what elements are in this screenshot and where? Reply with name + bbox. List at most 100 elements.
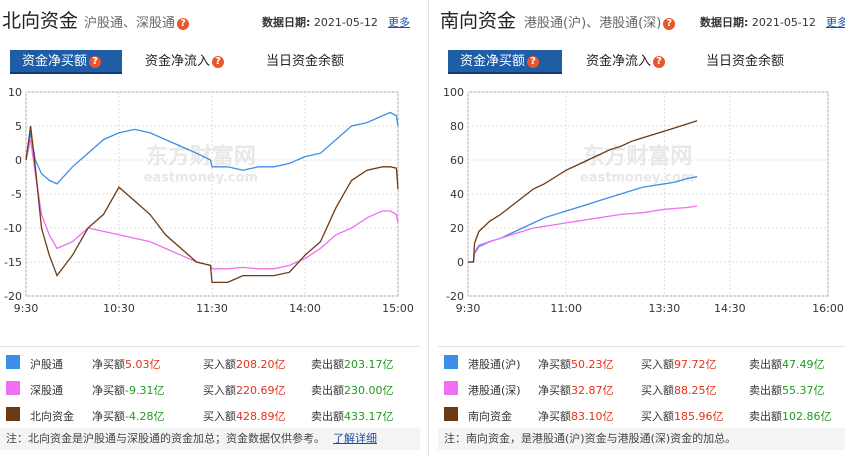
legend-buy: 买入额97.72亿 — [641, 356, 717, 372]
y-tick-label: 0 — [457, 256, 464, 269]
north-date-label: 数据日期: — [262, 16, 311, 29]
x-tick-label: 14:00 — [289, 302, 321, 315]
x-tick-label: 11:00 — [550, 302, 582, 315]
legend-net-label: 净买额 — [92, 410, 125, 423]
y-tick-label: -20 — [4, 290, 22, 303]
y-tick-label: 60 — [450, 154, 464, 167]
x-tick-label: 16:00 — [812, 302, 844, 315]
north-panel: 北向资金 沪股通、深股通? 数据日期: 2021-05-12 更多 资金净买额?… — [0, 0, 420, 457]
south-note: 注：南向资金，是港股通(沪)资金与港股通(深)资金的加总。 — [438, 428, 845, 450]
legend-buy: 买入额428.89亿 — [203, 408, 286, 424]
help-icon[interactable]: ? — [89, 55, 102, 68]
legend-net-label: 净买额 — [92, 358, 125, 371]
south-chart[interactable]: 100 80 60 40 20 0 -209:30 11:00 13:30 14:30 16:00 东… — [438, 84, 845, 324]
y-tick-label: 80 — [450, 120, 464, 133]
north-note: 注：北向资金是沪股通与深股通的资金加总；资金数据仅供参考。 了解详细 — [0, 428, 420, 450]
legend-buy-value: 97.72亿 — [674, 358, 717, 371]
legend-sell-value: 47.49亿 — [782, 358, 825, 371]
watermark-cn: 东方财富网 — [146, 143, 256, 169]
help-icon[interactable]: ? — [527, 55, 540, 68]
legend-buy-value: 185.96亿 — [674, 410, 724, 423]
y-tick-label: -15 — [4, 256, 22, 269]
legend-sell-label: 卖出额 — [749, 358, 782, 371]
south-legend-row-shen: 港股通(深) 净买额32.87亿 买入额88.25亿 卖出额55.37亿 — [438, 375, 845, 402]
series-line-沪股通 — [25, 111, 399, 185]
legend-sell-label: 卖出额 — [749, 384, 782, 397]
legend-buy-label: 买入额 — [641, 410, 674, 423]
legend-sell-label: 卖出额 — [749, 410, 782, 423]
south-tab-balance[interactable]: 当日资金余额 — [706, 54, 785, 69]
north-tab-net-inflow[interactable]: 资金净流入? — [145, 50, 225, 74]
legend-sell: 卖出额102.86亿 — [749, 408, 832, 424]
help-icon[interactable]: ? — [212, 55, 225, 68]
north-chart[interactable]: 10 5 0 -5 -10 -15 -209:30 10:30 11:30 14:00 15:00 东… — [0, 84, 420, 324]
legend-buy-value: 88.25亿 — [674, 384, 717, 397]
legend-sell-label: 卖出额 — [311, 358, 344, 371]
north-tab-net-buy[interactable]: 资金净买额? — [10, 50, 122, 74]
legend-sell-value: 102.86亿 — [782, 410, 832, 423]
x-tick-label: 9:30 — [14, 302, 39, 315]
north-legend: 沪股通 净买额5.03亿 买入额208.20亿 卖出额203.17亿 深股通 净… — [0, 346, 420, 423]
help-icon[interactable]: ? — [177, 17, 190, 30]
legend-buy: 买入额88.25亿 — [641, 382, 717, 398]
series-line-北向资金 — [25, 125, 399, 284]
legend-sell: 卖出额203.17亿 — [311, 356, 394, 372]
north-subtitle-text: 沪股通、深股通 — [84, 16, 176, 31]
north-date-value: 2021-05-12 — [313, 16, 378, 29]
legend-name: 沪股通 — [30, 358, 63, 371]
legend-swatch — [444, 407, 458, 421]
x-tick-label: 10:30 — [103, 302, 135, 315]
legend-buy-label: 买入额 — [641, 358, 674, 371]
north-date: 数据日期: 2021-05-12 — [262, 14, 378, 30]
help-icon[interactable]: ? — [663, 17, 676, 30]
legend-sell-value: 433.17亿 — [344, 410, 394, 423]
legend-buy-value: 208.20亿 — [236, 358, 286, 371]
series-line-南向资金 — [468, 120, 698, 263]
panel-divider — [428, 0, 429, 457]
legend-buy: 买入额220.69亿 — [203, 382, 286, 398]
watermark-en: eastmoney.com — [580, 170, 695, 185]
legend-net-value: 83.10亿 — [571, 410, 614, 423]
south-tab-net-buy[interactable]: 资金净买额? — [448, 50, 562, 74]
legend-sell: 卖出额55.37亿 — [749, 382, 825, 398]
north-tab-net-buy-label: 资金净买额 — [22, 54, 88, 69]
south-date-label: 数据日期: — [700, 16, 749, 29]
x-tick-label: 13:30 — [649, 302, 681, 315]
south-legend-row-hu: 港股通(沪) 净买额50.23亿 买入额97.72亿 卖出额47.49亿 — [438, 349, 845, 376]
legend-net-value: 5.03亿 — [125, 358, 161, 371]
legend-net: 净买额83.10亿 — [538, 408, 614, 424]
south-legend-row-total: 南向资金 净买额83.10亿 买入额185.96亿 卖出额102.86亿 — [438, 401, 845, 428]
legend-net-label: 净买额 — [92, 384, 125, 397]
legend-sell: 卖出额47.49亿 — [749, 356, 825, 372]
north-detail-link[interactable]: 了解详细 — [333, 432, 377, 445]
legend-buy: 买入额185.96亿 — [641, 408, 724, 424]
legend-swatch — [6, 407, 20, 421]
north-more-link[interactable]: 更多 — [388, 16, 410, 29]
legend-sell-value: 55.37亿 — [782, 384, 825, 397]
legend-swatch — [6, 355, 20, 369]
legend-buy-label: 买入额 — [203, 410, 236, 423]
legend-sell: 卖出额433.17亿 — [311, 408, 394, 424]
south-tab-net-inflow[interactable]: 资金净流入? — [586, 50, 666, 74]
x-tick-label: 11:30 — [196, 302, 228, 315]
north-note-text: 注：北向资金是沪股通与深股通的资金加总；资金数据仅供参考。 — [6, 432, 325, 445]
south-more-link[interactable]: 更多 — [826, 16, 845, 29]
legend-buy-value: 220.69亿 — [236, 384, 286, 397]
legend-net-value: 50.23亿 — [571, 358, 614, 371]
north-tab-balance[interactable]: 当日资金余额 — [266, 54, 345, 69]
north-legend-row-shen: 深股通 净买额-9.31亿 买入额220.69亿 卖出额230.00亿 — [0, 375, 420, 402]
north-legend-row-hu: 沪股通 净买额5.03亿 买入额208.20亿 卖出额203.17亿 — [0, 349, 420, 376]
legend-name: 深股通 — [30, 384, 63, 397]
legend-sell-value: 230.00亿 — [344, 384, 394, 397]
north-title: 北向资金 — [2, 10, 79, 32]
north-subtitle: 沪股通、深股通? — [84, 12, 190, 31]
legend-buy-label: 买入额 — [203, 384, 236, 397]
legend-buy-value: 428.89亿 — [236, 410, 286, 423]
legend-sell-label: 卖出额 — [311, 410, 344, 423]
legend-buy-label: 买入额 — [203, 358, 236, 371]
legend-name: 港股通(沪) — [468, 358, 521, 371]
legend-swatch — [444, 355, 458, 369]
south-subtitle-text: 港股通(沪)、港股通(深) — [524, 16, 662, 31]
y-tick-label: 40 — [450, 188, 464, 201]
help-icon[interactable]: ? — [653, 55, 666, 68]
